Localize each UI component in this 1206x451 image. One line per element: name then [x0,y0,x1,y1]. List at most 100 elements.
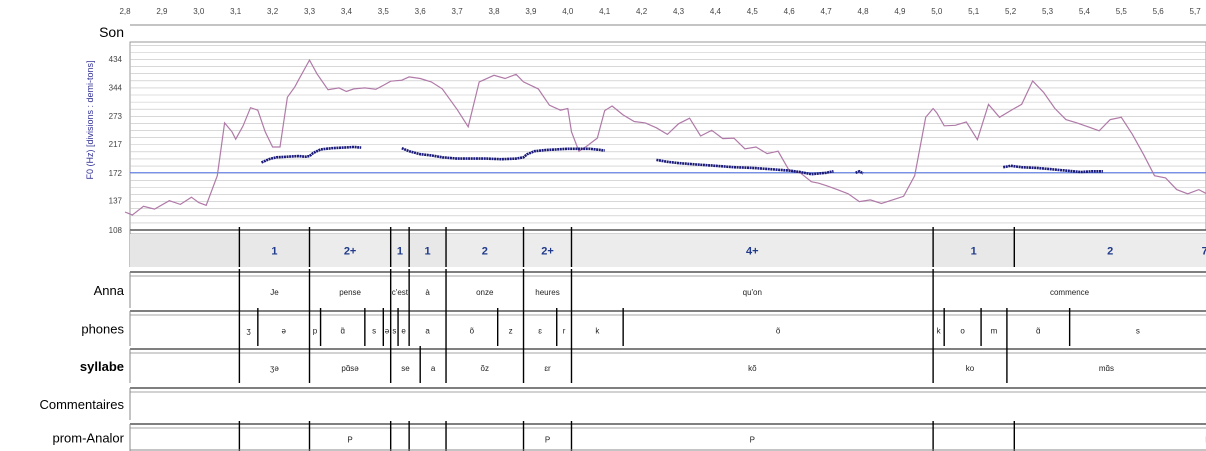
interval-text: 4+ [746,246,759,258]
tier-interval[interactable]: e [397,308,406,346]
tier-interval[interactable]: 1 [932,227,1015,267]
interval-text: commence [1050,288,1090,297]
interval-text: ʒə [270,364,279,373]
interval-text: se [401,364,410,373]
tier-interval[interactable]: 1 [408,227,447,267]
tier-interval[interactable]: ə [382,308,390,346]
tier-interval[interactable]: 2+ [522,227,572,267]
tier-interval[interactable]: ɑ̃ [319,308,345,346]
tier-interval[interactable]: heures [522,269,560,308]
tier-interval[interactable]: P [522,421,551,451]
tier-interval[interactable]: onze [445,269,494,308]
tier-interval[interactable]: k [570,308,600,346]
tier-interval[interactable]: P [570,421,755,451]
interval-text: ko [966,364,975,373]
tier-interval[interactable]: pense [308,269,362,308]
interval-fill [409,234,447,267]
time-axis: 2,8 2,9 3,0 3,1 3,2 3,3 3,4 3,5 3,6 3,7 3,8 3,9 4,0 4… [119,7,1201,16]
tier-interval[interactable]: 4+ [570,227,934,267]
tier-interval[interactable]: 1 [238,227,310,267]
tier-interval[interactable]: P [308,421,353,451]
time-tick-label: 4,0 [562,7,574,16]
interval-text: ɑ̃ [1036,327,1041,336]
tier-interval[interactable]: k [932,308,942,346]
tier-interval[interactable]: commence [932,269,1090,308]
tier-interval[interactable]: ko [932,346,975,383]
interval-text: heures [535,288,559,297]
f0-tick-label: 172 [109,169,123,178]
tier-interval[interactable]: a [408,308,430,346]
time-tick-label: 4,7 [821,7,833,16]
f0-plot-panel[interactable]: 434 344 273 217 172 137 108 [109,41,1206,235]
tier-interval[interactable]: ɛ [522,308,543,346]
tier-interval[interactable]: s [364,308,376,346]
tier-interval[interactable]: 2+ [308,227,391,267]
tier-interval[interactable]: à [408,269,430,308]
interval-text: P [750,436,755,445]
interval-text: m [991,327,998,336]
time-tick-label: 2,8 [119,7,131,16]
interval-fill [309,234,391,267]
tier-interval[interactable]: 1 [389,227,410,267]
tier-interval[interactable]: s [389,308,397,346]
time-tick-label: 5,1 [968,7,980,16]
interval-text: Je [270,288,279,297]
interval-text: pense [339,288,361,297]
raw-f0-curve [124,58,1206,216]
tier-interval[interactable]: kõ [570,346,757,383]
interval-text: õz [481,364,489,373]
tier-interval[interactable]: ʒə [238,346,279,383]
tier-interval[interactable]: m [980,308,998,346]
interval-text: c'est [392,288,409,297]
tier-interval[interactable]: c'est [389,269,409,308]
time-tick-label: 3,4 [341,7,353,16]
interval-fill [933,234,1015,267]
time-tick-label: 5,5 [1116,7,1128,16]
tier-interval[interactable]: mɑ̃s [1006,346,1114,383]
interval-text: s [392,327,396,336]
interval-text: a [431,364,436,373]
interval-text: k [595,327,600,336]
interval-text: s [372,327,376,336]
interval-fill [239,234,310,267]
time-tick-label: 4,2 [636,7,648,16]
tier-interval[interactable]: pɑ̃sə [308,346,360,383]
time-tick-label: 5,4 [1079,7,1091,16]
tier-interval[interactable]: se [389,346,411,383]
tier-interval[interactable]: ɛr [522,346,551,383]
tier-interval[interactable]: z [496,308,513,346]
tier-interval[interactable]: qu'on [570,269,762,308]
tier-interval[interactable]: p [308,308,318,346]
phones-tier: phones ʒ ə p ɑ̃ s ə s e a õ z ɛ r k õ k o m ɑ̃ s [81,308,1206,346]
tier-interval[interactable]: ʒ [238,308,251,346]
stylized-f0-segment [656,158,834,176]
stylized-f0-segment [260,145,362,164]
tier-label: phones [81,322,124,337]
tier-interval[interactable]: õ [445,308,475,346]
f0-tick-label: 434 [109,55,123,64]
interval-fill [523,234,572,267]
tier-interval[interactable]: 2 [445,227,524,267]
tier-interval[interactable]: s [1068,308,1140,346]
interval-text: s [1136,327,1140,336]
tier-interval[interactable]: a [419,346,436,383]
time-tick-label: 5,0 [931,7,943,16]
tier-interval[interactable]: Je [238,269,279,308]
tier-interval[interactable]: õ [622,308,781,346]
tier-interval[interactable]: ə [257,308,287,346]
time-tick-label: 3,7 [452,7,464,16]
interval-text: P [545,436,550,445]
interval-text: r [563,327,566,336]
tier-interval[interactable]: r [556,308,566,346]
interval-text: 1 [971,246,977,258]
interval-text: z [509,327,513,336]
tier-interval[interactable]: õz [445,346,489,383]
tier-interval[interactable]: 2 [1013,227,1206,267]
interval-text: 2 [1107,246,1113,258]
tier-interval[interactable]: ɑ̃ [1006,308,1041,346]
interval-text: ʒ [246,327,251,336]
interval-text: a [425,327,430,336]
tier-interval[interactable]: o [943,308,965,346]
interval-text: mɑ̃s [1099,364,1114,373]
tier-interval[interactable]: 7+ [1202,227,1206,267]
